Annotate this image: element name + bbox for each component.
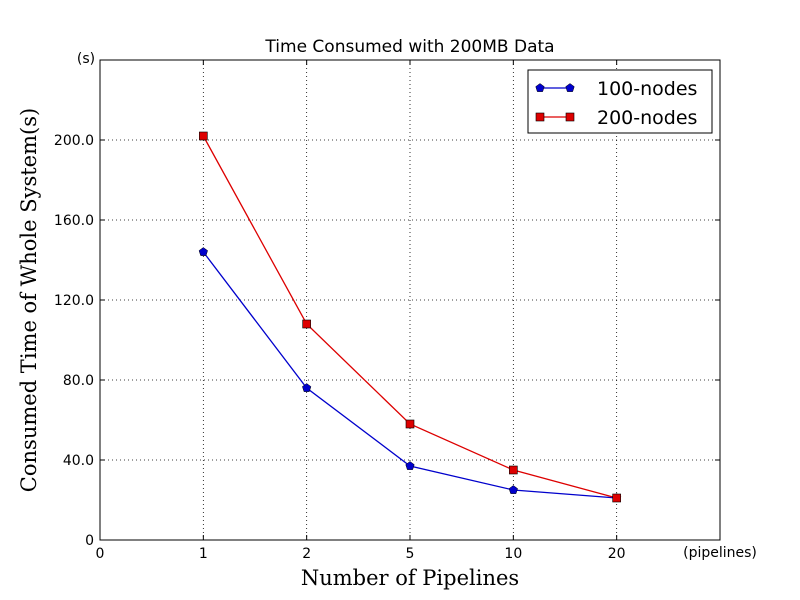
x-tick-label: 1 xyxy=(199,546,208,562)
legend-marker-200-nodes xyxy=(565,112,575,122)
legend-box xyxy=(527,69,713,134)
x-unit-label: (pipelines) xyxy=(683,545,757,561)
y-tick-label: 120.0 xyxy=(54,293,94,309)
chart-title: Time Consumed with 200MB Data xyxy=(264,37,554,57)
y-unit-label: (s) xyxy=(77,51,95,67)
x-tick-label: 5 xyxy=(406,546,415,562)
x-tick-label: 10 xyxy=(504,546,522,562)
data-point-200-nodes xyxy=(199,131,208,141)
legend-marker-100-nodes xyxy=(535,83,545,92)
x-tick-label: 2 xyxy=(302,546,311,562)
y-tick-label: 200.0 xyxy=(54,133,94,149)
series-markers xyxy=(198,131,622,503)
data-point-200-nodes xyxy=(302,319,311,329)
data-point-200-nodes xyxy=(509,465,518,475)
data-point-100-nodes xyxy=(405,461,415,470)
y-axis-label: Consumed Time of Whole System(s) xyxy=(17,108,41,492)
data-point-200-nodes xyxy=(612,493,621,503)
x-tick-label: 0 xyxy=(96,546,105,562)
y-tick-label: 40.0 xyxy=(63,453,94,469)
data-point-200-nodes xyxy=(405,419,415,429)
x-axis-label: Number of Pipelines xyxy=(301,566,519,590)
data-point-100-nodes xyxy=(508,485,518,494)
axis-ticks: 0 1 2 5 10 20 0 40.0 80.0 120.0 160.0 200.0 xyxy=(54,60,720,562)
legend-marker-100-nodes xyxy=(565,83,575,92)
legend-marker-200-nodes xyxy=(535,112,545,122)
legend-label-100-nodes: 100-nodes xyxy=(597,78,697,100)
y-tick-label: 160.0 xyxy=(54,213,94,229)
legend: 100-nodes 200-nodes xyxy=(527,69,713,134)
y-tick-label: 80.0 xyxy=(63,373,94,389)
data-point-100-nodes xyxy=(198,247,208,256)
data-point-100-nodes xyxy=(302,383,312,392)
legend-label-200-nodes: 200-nodes xyxy=(597,107,697,129)
y-tick-label: 0 xyxy=(85,533,94,549)
x-tick-label: 20 xyxy=(608,546,626,562)
